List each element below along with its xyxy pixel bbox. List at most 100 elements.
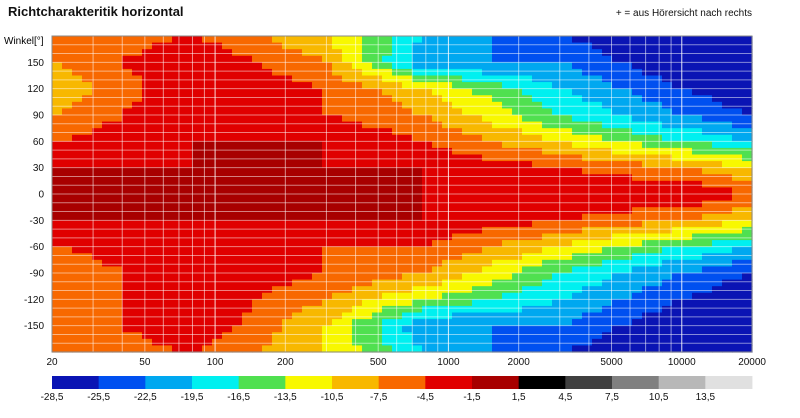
heatmap-cell — [132, 187, 143, 195]
heatmap-cell — [272, 200, 283, 208]
heatmap-cell — [672, 49, 683, 57]
heatmap-cell — [352, 345, 363, 353]
heatmap-cell — [712, 207, 723, 215]
heatmap-cell — [472, 161, 483, 169]
heatmap-cell — [102, 174, 113, 182]
heatmap-cell — [262, 101, 273, 110]
heatmap-cell — [52, 88, 63, 96]
heatmap-cell — [362, 312, 373, 320]
heatmap-cell — [92, 95, 103, 103]
heatmap-cell — [702, 299, 713, 307]
heatmap-cell — [172, 154, 183, 162]
heatmap-cell — [622, 121, 633, 129]
heatmap-cell — [452, 154, 463, 162]
heatmap-cell — [202, 207, 213, 215]
heatmap-cell — [382, 42, 393, 50]
heatmap-cell — [142, 233, 153, 241]
heatmap-cell — [462, 88, 473, 96]
heatmap-cell — [652, 121, 663, 129]
heatmap-cell — [472, 101, 483, 110]
heatmap-cell — [102, 226, 113, 235]
heatmap-cell — [72, 68, 83, 77]
heatmap-cell — [102, 121, 113, 129]
heatmap-cell — [302, 273, 313, 281]
heatmap-cell — [172, 200, 183, 208]
heatmap-cell — [362, 246, 373, 254]
heatmap-cell — [152, 42, 163, 50]
heatmap-cell — [132, 312, 143, 320]
heatmap-cell — [632, 55, 643, 63]
heatmap-cell — [232, 312, 243, 320]
heatmap-cell — [192, 82, 203, 90]
heatmap-cell — [182, 174, 193, 182]
heatmap-cell — [452, 332, 463, 340]
heatmap-cell — [412, 62, 423, 70]
heatmap-cell — [492, 115, 503, 123]
heatmap-cell — [282, 325, 293, 333]
heatmap-cell — [712, 88, 723, 96]
heatmap-cell — [502, 325, 513, 333]
heatmap-cell — [242, 108, 253, 116]
heatmap-cell — [272, 108, 283, 116]
heatmap-cell — [632, 101, 643, 110]
heatmap-cell — [522, 141, 533, 149]
heatmap-cell — [592, 128, 603, 136]
heatmap-cell — [742, 345, 753, 353]
heatmap-cell — [102, 141, 113, 149]
heatmap-cell — [142, 338, 153, 347]
heatmap-cell — [592, 134, 603, 142]
colorbar-swatch — [658, 376, 706, 389]
heatmap-cell — [92, 187, 103, 195]
heatmap-cell — [532, 338, 543, 347]
heatmap-cell — [532, 332, 543, 340]
heatmap-cell — [62, 88, 73, 96]
heatmap-cell — [252, 134, 263, 142]
heatmap-cell — [722, 253, 733, 261]
heatmap-cell — [572, 292, 583, 300]
heatmap-cell — [612, 266, 623, 274]
heatmap-cell — [622, 154, 633, 162]
heatmap-cell — [702, 82, 713, 90]
heatmap-cell — [552, 292, 563, 300]
heatmap-cell — [252, 167, 263, 175]
heatmap-cell — [642, 292, 653, 300]
heatmap-cell — [622, 338, 633, 347]
heatmap-cell — [542, 167, 553, 175]
heatmap-cell — [682, 82, 693, 90]
colorbar-label: -10,5 — [321, 392, 344, 403]
heatmap-cell — [312, 259, 323, 268]
heatmap-cell — [352, 305, 363, 314]
heatmap-cell — [612, 167, 623, 175]
heatmap-cell — [232, 266, 243, 274]
heatmap-cell — [322, 121, 333, 129]
heatmap-cell — [142, 279, 153, 287]
heatmap-cell — [652, 62, 663, 70]
heatmap-cell — [742, 194, 753, 202]
heatmap-cell — [652, 88, 663, 96]
heatmap-cell — [292, 194, 303, 202]
heatmap-cell — [412, 167, 423, 175]
heatmap-cell — [652, 49, 663, 57]
heatmap-cell — [302, 115, 313, 123]
heatmap-cell — [372, 279, 383, 287]
heatmap-cell — [82, 161, 93, 169]
heatmap-cell — [392, 154, 403, 162]
heatmap-cell — [542, 108, 553, 116]
heatmap-cell — [522, 115, 533, 123]
heatmap-cell — [322, 200, 333, 208]
heatmap-cell — [612, 88, 623, 96]
heatmap-cell — [292, 286, 303, 294]
heatmap-cell — [332, 233, 343, 241]
heatmap-cell — [572, 167, 583, 175]
heatmap-cell — [202, 325, 213, 333]
heatmap-cell — [212, 273, 223, 281]
heatmap-cell — [302, 259, 313, 268]
heatmap-cell — [72, 115, 83, 123]
heatmap-cell — [442, 332, 453, 340]
heatmap-cell — [142, 49, 153, 57]
heatmap-cell — [442, 82, 453, 90]
heatmap-cell — [602, 266, 613, 274]
heatmap-cell — [462, 101, 473, 110]
heatmap-cell — [702, 49, 713, 57]
heatmap-cell — [742, 154, 753, 162]
